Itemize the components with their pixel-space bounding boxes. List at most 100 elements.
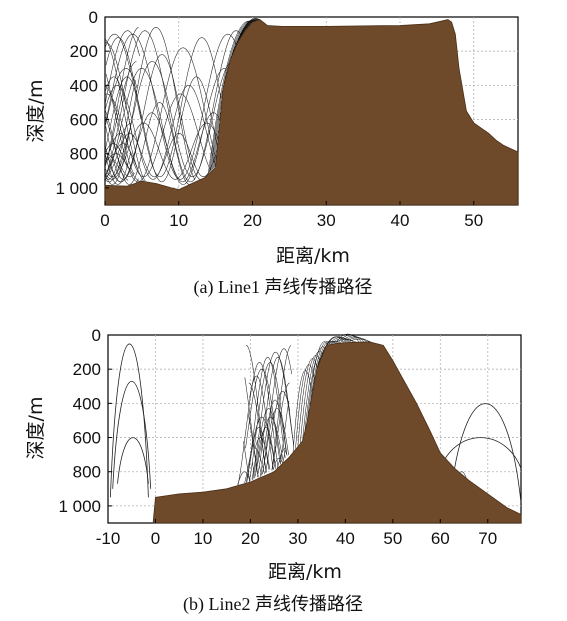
x-tick-label: 20 [241, 529, 260, 548]
ray-path [105, 33, 237, 180]
ray-path [254, 437, 271, 470]
ray-path [345, 337, 370, 343]
ray-path [105, 42, 146, 182]
ray-path [302, 351, 323, 441]
ray-path [237, 471, 250, 485]
ray-path [439, 437, 522, 469]
ray-path [105, 143, 144, 182]
ray-path [105, 153, 129, 181]
x-tick-label: 0 [151, 529, 160, 548]
ray-path [262, 408, 289, 475]
ray-path [209, 20, 254, 173]
y-tick-label: 600 [73, 429, 101, 448]
ray-path [135, 178, 139, 183]
ray-path [105, 76, 134, 140]
x-tick-label: -10 [96, 529, 121, 548]
ray-path [252, 462, 255, 477]
ray-path [292, 370, 313, 452]
ray-path [104, 27, 196, 185]
ray-path [105, 122, 132, 175]
ray-path [105, 61, 137, 165]
panel-b-xlabel: 距离/km [268, 561, 342, 583]
x-tick-label: 10 [169, 211, 188, 230]
y-tick-label: 400 [70, 76, 98, 95]
panel-b-ylabel: 深度/m [25, 397, 47, 460]
ray-path [460, 471, 467, 479]
x-tick-label: 70 [478, 529, 497, 548]
panel-a: 0 10 20 30 40 50 0 200 400 600 800 1 000 距离/km 深度/… [25, 8, 519, 298]
ray-path [342, 336, 368, 343]
panel-a-y-tick-labels: 0 200 400 600 800 1 000 [55, 8, 109, 198]
ray-path [295, 364, 315, 449]
ray-path [259, 399, 287, 478]
y-tick-label: 0 [89, 8, 98, 27]
ray-path [105, 132, 217, 178]
ray-path [449, 403, 522, 503]
ray-path [110, 343, 149, 498]
panel-b-seabed [152, 341, 522, 524]
ray-path [272, 457, 283, 470]
x-tick-label: 20 [243, 211, 262, 230]
ray-path [282, 449, 286, 464]
ray-path [104, 85, 135, 175]
ray-path [105, 30, 140, 103]
ray-path [105, 93, 211, 178]
ray-path [254, 447, 265, 475]
x-tick-label: 40 [391, 211, 410, 230]
panel-b-x-tick-labels: -10 0 10 20 30 40 50 60 70 [96, 519, 497, 548]
ray-path [277, 447, 286, 469]
y-tick-label: 0 [92, 326, 101, 345]
panel-a-xlabel: 距离/km [276, 245, 350, 267]
ray-path [237, 362, 279, 485]
y-tick-label: 800 [70, 145, 98, 164]
x-tick-label: 0 [100, 211, 109, 230]
ray-path [208, 20, 253, 174]
ray-path [112, 381, 152, 489]
panel-a-seabed [104, 19, 519, 206]
x-tick-label: 50 [464, 211, 483, 230]
ray-path [304, 346, 326, 430]
ray-path [105, 116, 135, 178]
x-tick-label: 50 [383, 529, 402, 548]
panel-b-caption: (b) Line2 声线传播路径 [183, 594, 363, 615]
ray-path [105, 54, 201, 180]
ray-path [244, 416, 277, 484]
ray-path [105, 76, 218, 183]
ray-path [104, 132, 128, 164]
x-tick-label: 60 [431, 529, 450, 548]
y-tick-label: 200 [73, 360, 101, 379]
ray-path [307, 341, 329, 420]
ray-path [338, 334, 362, 343]
ray-path [300, 355, 321, 444]
y-tick-label: 400 [73, 394, 101, 413]
ray-path [105, 30, 242, 183]
x-tick-label: 30 [288, 529, 307, 548]
ray-path [258, 465, 263, 476]
panel-b: -10 0 10 20 30 40 50 60 70 0 200 400 600 800 1 000 距离… [25, 326, 522, 615]
ray-path [117, 437, 149, 484]
y-tick-label: 600 [70, 111, 98, 130]
ray-path [104, 152, 131, 185]
ray-path [347, 338, 373, 343]
panel-b-y-tick-labels: 0 200 400 600 800 1 000 [58, 326, 112, 516]
ray-path [105, 27, 139, 167]
ray-path [249, 375, 274, 469]
panel-a-caption: (a) Line1 声线传播路径 [194, 277, 373, 298]
x-tick-label: 40 [336, 529, 355, 548]
x-tick-label: 10 [193, 529, 212, 548]
ray-path [262, 348, 293, 474]
ray-path [340, 335, 365, 343]
ray-path [105, 37, 222, 178]
ray-path [335, 333, 360, 343]
y-tick-label: 200 [70, 42, 98, 61]
ray-path [333, 339, 357, 344]
y-tick-label: 800 [73, 463, 101, 482]
ray-path [255, 427, 276, 473]
y-tick-label: 1 000 [55, 179, 98, 198]
panel-a-rays [104, 18, 267, 185]
ray-path [252, 408, 282, 481]
panel-a-x-tick-labels: 0 10 20 30 40 50 [100, 201, 483, 230]
ray-path [105, 33, 142, 120]
x-tick-label: 30 [317, 211, 336, 230]
